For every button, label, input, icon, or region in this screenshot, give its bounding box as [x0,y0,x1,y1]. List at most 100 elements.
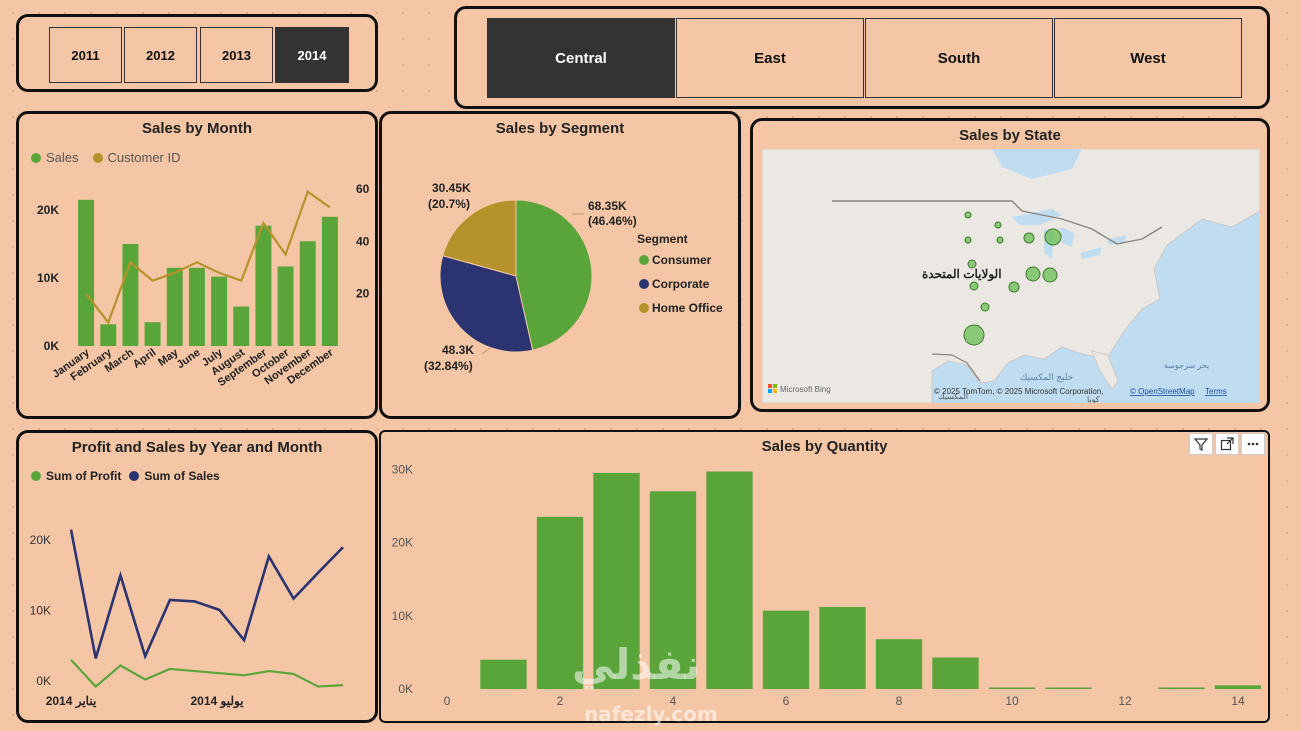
bing-logo-icon [768,384,777,393]
filter-icon[interactable] [1189,433,1213,455]
sales-bar [166,267,183,346]
y-tick-label: 20K [30,533,51,547]
sales-by-month-chart: 0K10K20K204060JanuaryFebruaryMarchAprilM… [37,182,370,389]
y-tick-label: 10K [37,271,59,285]
month-tick-label: June [175,347,203,372]
legend-item-sales[interactable]: Sales [31,150,79,165]
segment-legend-title: Segment [637,232,688,246]
map-country-label: الولايات المتحدة [922,267,1002,282]
year-2011-button[interactable]: 2011 [49,27,122,83]
us-map[interactable]: الولايات المتحدة خليج المكسيك بحر سرجوسة… [762,149,1260,403]
quantity-bar [1158,687,1205,689]
quantity-bar [819,606,866,689]
x-tick-label: 2 [557,694,564,708]
map-terms-link[interactable]: Terms [1205,387,1227,396]
segment-legend-consumer[interactable]: Consumer [652,253,712,267]
sales-by-month-legend: Sales Customer ID [31,150,181,165]
quantity-bar [1045,687,1092,689]
sales-line [69,529,344,661]
profit-sales-chart: 0K 10K 20K يناير 2014 يوليو 2014 [30,529,344,709]
quantity-bar [875,639,923,689]
quantity-bar [932,657,979,689]
sales-bar [100,324,117,346]
x-tick-label: 12 [1118,694,1132,708]
y-tick-label: 20K [37,203,59,217]
y2-tick-label: 40 [356,234,370,248]
quantity-bar [536,516,584,689]
sales-by-quantity-panel: Sales by Quantity 0K 10K 20K 30K 0 2 4 6 8 10 12 14 [379,430,1270,723]
legend-customer-id-label: Customer ID [107,150,181,165]
y-tick-label: 20K [392,536,413,550]
y2-tick-label: 60 [356,182,370,196]
year-2012-button[interactable]: 2012 [124,27,197,83]
sales-by-month-title: Sales by Month [141,120,253,137]
region-west-button[interactable]: West [1054,18,1242,98]
legend-sum-sales-label: Sum of Sales [144,469,220,483]
profit-sales-panel: Profit and Sales by Year and Month Sum o… [16,430,378,723]
x-tick-label: 8 [896,694,903,708]
map-gulf-label: خليج المكسيك [1020,372,1073,383]
quantity-bar [649,491,697,689]
sales-bar [144,322,161,346]
pie-label-corporate-value: 48.3K [442,343,474,357]
sales-bar [122,244,139,346]
sales-bar [233,306,250,346]
focus-mode-icon[interactable] [1215,433,1239,455]
year-2013-button[interactable]: 2013 [200,27,273,83]
y-tick-label: 30K [392,462,413,476]
quantity-bar [706,471,753,689]
quantity-bar [480,659,527,689]
y-tick-label: 10K [392,609,413,623]
legend-item-sum-sales[interactable]: Sum of Sales [129,469,220,483]
pie-slice-home-office [442,199,517,277]
year-slicer-panel: 2011 2012 2013 2014 [16,14,378,92]
pie-slice-corporate [439,255,534,353]
sales-by-quantity-chart: 0K 10K 20K 30K 0 2 4 6 8 10 12 14 [392,462,1262,708]
watermark-logo: نفذلي [572,640,701,689]
segment-legend-home-office[interactable]: Home Office [652,301,723,315]
x-tick-label: 14 [1231,694,1245,708]
sales-by-quantity-title: Sales by Quantity [761,438,888,455]
legend-item-profit[interactable]: Sum of Profit [31,469,121,483]
sales-bar [188,267,205,346]
year-2014-button[interactable]: 2014 [275,27,349,83]
sales-bar [255,225,272,346]
sales-bar [211,276,228,346]
x-tick-label: يوليو 2014 [190,694,244,709]
y-tick-label: 0K [36,674,51,688]
pie-label-home-office-pct: (20.7%) [428,197,470,211]
bing-label: Microsoft Bing [780,385,831,394]
more-options-icon[interactable] [1241,433,1265,455]
y-tick-label: 10K [30,604,51,618]
pie-label-consumer-value: 68.35K [588,199,627,213]
y-tick-label: 0K [398,682,413,696]
quantity-bar [762,610,810,689]
x-tick-label: 6 [783,694,790,708]
map-cuba-label: كوبا [1087,395,1100,403]
sales-by-segment-chart: 68.35K (46.46%) 48.3K (32.84%) 30.45K (2… [424,181,723,373]
profit-sales-legend: Sum of Profit Sum of Sales [31,469,220,483]
map-osm-link[interactable]: © OpenStreetMap [1130,387,1195,396]
pie-label-consumer-pct: (46.46%) [588,214,637,228]
sales-bar [78,199,95,346]
region-east-button[interactable]: East [676,18,864,98]
region-south-button[interactable]: South [865,18,1053,98]
month-tick-label: April [131,347,158,371]
y-tick-label: 0K [44,339,60,353]
quantity-bar [593,472,640,689]
sales-bar [299,241,316,346]
legend-item-customer-id[interactable]: Customer ID [92,150,181,165]
sales-bar [277,266,294,346]
y2-tick-label: 20 [356,287,370,301]
x-tick-label: يناير 2014 [46,694,97,709]
x-tick-label: 0 [444,694,451,708]
pie-slice-consumer [515,199,593,351]
pie-label-corporate-pct: (32.84%) [424,359,473,373]
region-central-button[interactable]: Central [487,18,675,98]
pie-label-home-office-value: 30.45K [432,181,471,195]
legend-sales-label: Sales [46,150,79,165]
watermark-url: nafezly.com [584,702,718,726]
map-mexico-label: المكسيك [938,392,968,401]
region-slicer-panel: Central East South West [454,6,1270,109]
segment-legend-corporate[interactable]: Corporate [652,277,710,291]
